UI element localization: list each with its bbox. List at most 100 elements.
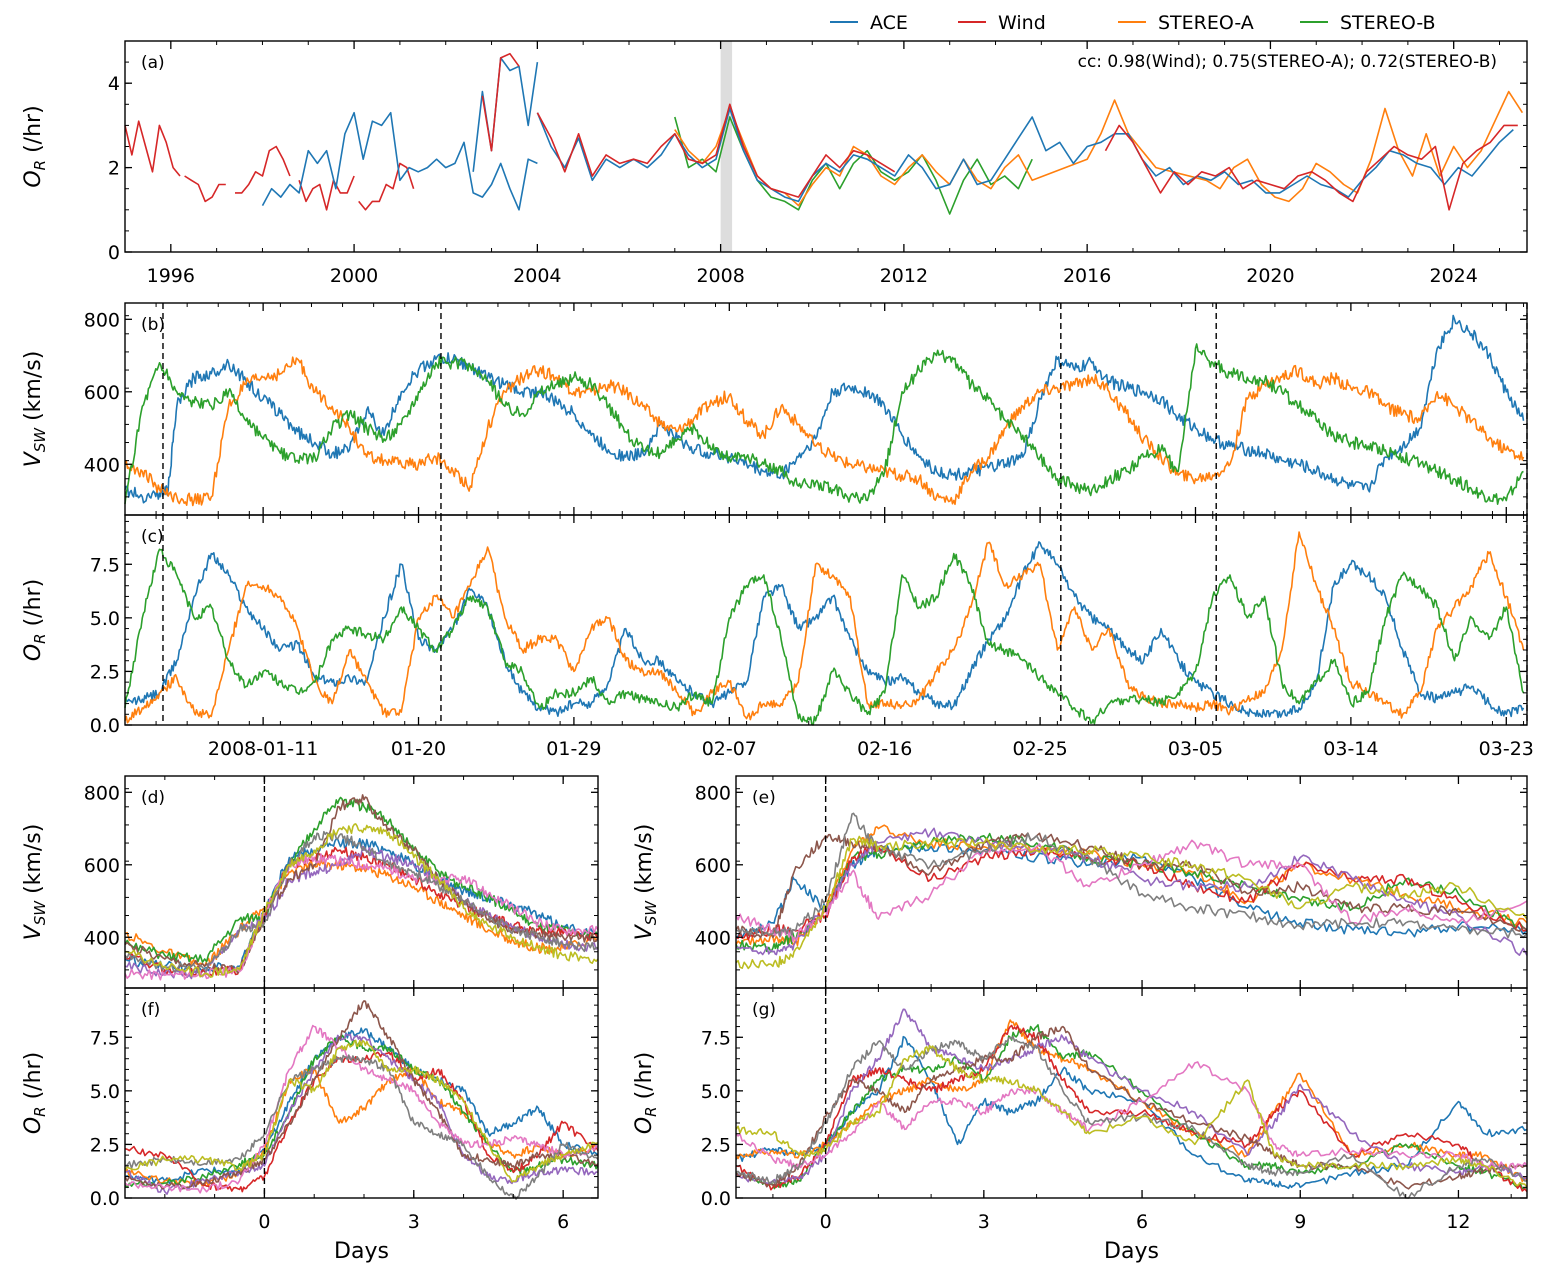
series-wind-line: [358, 162, 415, 211]
x-tick-label: 0: [820, 1211, 832, 1233]
series-wind-line: [1104, 124, 1518, 211]
series-wind-line: [481, 52, 520, 152]
y-axis-label-e: VSW (km/s): [632, 824, 660, 941]
y-tick-label: 7.5: [90, 1027, 120, 1049]
epoch-event-line: [124, 838, 599, 974]
x-tick-label: 2008: [696, 265, 744, 287]
y-axis-label-f: OR (/hr): [21, 1052, 49, 1134]
y-tick-label: 400: [84, 927, 120, 949]
epoch-event-line: [124, 1039, 599, 1183]
y-tick-label: 400: [695, 927, 731, 949]
y-axis-label-symbol: O: [21, 170, 46, 187]
legend-label-ace: ACE: [870, 12, 908, 34]
panel-g: 0 3 6 9 12 0.0 2.5 5.0 7.5 OR (/hr) Days (g): [632, 987, 1528, 1264]
x-tick-label: 01-20: [391, 738, 446, 760]
y-tick-label: 5.0: [90, 608, 120, 630]
y-axis-label-unit: (/hr): [21, 105, 46, 160]
x-tick-label: 12: [1446, 1211, 1470, 1233]
x-axis-label-g: Days: [1104, 1239, 1159, 1264]
epoch-event-line: [124, 1024, 599, 1194]
y-axis-label-subscript: R: [31, 633, 49, 643]
y-axis-label-unit: (/hr): [632, 1052, 657, 1107]
epoch-event-line: [124, 1000, 599, 1190]
epoch-event-line: [124, 823, 599, 978]
panel-b: 400 600 800 VSW (km/s) (b): [21, 302, 1528, 516]
x-tick-label: 0: [258, 1211, 270, 1233]
y-axis-label-unit: (km/s): [632, 824, 657, 901]
y-axis-label-symbol: O: [21, 644, 46, 661]
y-axis-label-c: OR (/hr): [21, 579, 49, 661]
series-wind-line: [298, 175, 355, 211]
x-tick-label: 3: [978, 1211, 990, 1233]
epoch-event-line: [124, 1054, 599, 1200]
y-tick-label: 800: [84, 782, 120, 804]
y-tick-label: 600: [84, 382, 120, 404]
y-axis-label-subscript: R: [31, 160, 49, 170]
panel-f: 0 3 6 0.0 2.5 5.0 7.5 OR (/hr) Days (f): [21, 987, 599, 1264]
y-tick-label: 0.0: [90, 1188, 120, 1210]
series-stereo-a-line: [124, 356, 1525, 507]
series-ace-line: [536, 107, 1514, 203]
series-stereo-b-line: [124, 343, 1524, 505]
y-tick-label: 600: [695, 855, 731, 877]
x-tick-label: 2016: [1063, 265, 1111, 287]
legend: ACE Wind STEREO-A STEREO-B: [830, 12, 1436, 34]
epoch-event-line: [735, 1035, 1527, 1199]
y-tick-label: 5.0: [90, 1081, 120, 1103]
panel-a: 1996 2000 2004 2008 2012 2016 2020 2024 0 2 4 OR (/…: [21, 40, 1528, 287]
epoch-event-line: [124, 859, 599, 968]
y-axis-label-subscript: R: [31, 1106, 49, 1116]
y-tick-label: 4: [108, 73, 120, 95]
panel-label: (f): [141, 1000, 160, 1020]
epoch-event-line: [735, 1025, 1528, 1190]
y-tick-label: 2.5: [701, 1134, 731, 1156]
series-wind-line: [536, 103, 896, 198]
y-axis-label-unit: (/hr): [21, 1052, 46, 1107]
x-tick-label: 2008-01-11: [208, 738, 318, 760]
x-tick-label: 03-14: [1323, 738, 1378, 760]
y-axis-label-b: VSW (km/s): [21, 351, 49, 468]
x-tick-label: 03-05: [1168, 738, 1223, 760]
legend-label-stereo-a: STEREO-A: [1158, 12, 1254, 34]
axes-frame-e: [735, 775, 1528, 989]
y-tick-label: 2: [108, 158, 120, 180]
y-axis-label-g: OR (/hr): [632, 1052, 660, 1134]
x-tick-label: 2024: [1430, 265, 1478, 287]
y-tick-label: 7.5: [701, 1027, 731, 1049]
y-tick-label: 600: [84, 855, 120, 877]
y-axis-label-symbol: V: [21, 450, 46, 467]
y-tick-label: 5.0: [701, 1081, 731, 1103]
y-axis-label-subscript: R: [642, 1106, 660, 1116]
x-tick-label: 02-07: [702, 738, 757, 760]
x-tick-label: 03-23: [1479, 738, 1534, 760]
x-tick-label: 1996: [147, 265, 195, 287]
correlation-annotation: cc: 0.98(Wind); 0.75(STEREO-A); 0.72(STE…: [1078, 52, 1497, 72]
series-ace-line: [472, 57, 539, 172]
series-ace-line: [124, 314, 1525, 504]
x-axis-label-f: Days: [334, 1239, 389, 1264]
panel-label: (d): [141, 788, 165, 808]
y-tick-label: 400: [84, 454, 120, 476]
epoch-event-line: [124, 1051, 599, 1193]
series-ace-line: [124, 541, 1525, 719]
y-axis-label-subscript: SW: [31, 427, 49, 453]
epoch-event-line: [124, 794, 599, 974]
panel-label: (e): [752, 788, 776, 808]
panel-label: (g): [752, 1000, 776, 1020]
x-tick-label: 2012: [880, 265, 928, 287]
panel-label: (a): [141, 53, 165, 73]
x-tick-label: 2000: [330, 265, 378, 287]
highlight-span: [720, 41, 733, 252]
panel-label: (b): [141, 315, 165, 335]
x-tick-label: 02-25: [1012, 738, 1067, 760]
y-axis-label-subscript: SW: [642, 900, 660, 926]
y-tick-label: 0.0: [90, 715, 120, 737]
axes-frame-g: [735, 987, 1528, 1199]
epoch-event-line: [735, 845, 1528, 941]
y-axis-label-a: OR (/hr): [21, 105, 49, 187]
series-ace-line: [261, 111, 538, 211]
epoch-event-line: [735, 835, 1528, 970]
series-wind-line: [124, 120, 181, 177]
axes-frame-f: [124, 987, 599, 1199]
